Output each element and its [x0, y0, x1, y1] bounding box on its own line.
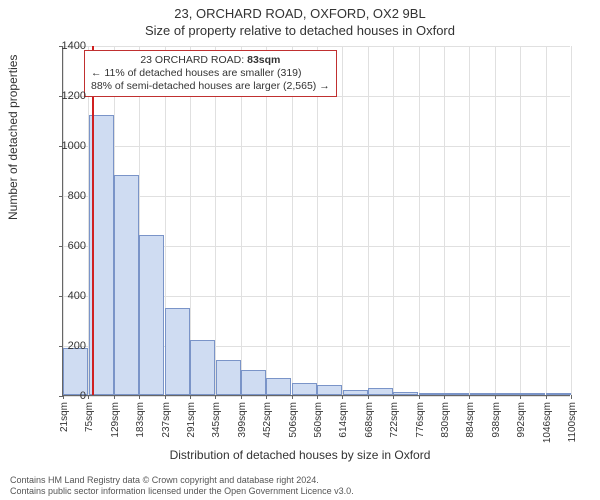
footer-line2: Contains public sector information licen… [10, 486, 354, 497]
xtick-label: 21sqm [59, 402, 70, 432]
gridline-v [520, 46, 521, 395]
histogram-bar [419, 393, 444, 395]
ytick-label: 1400 [46, 40, 86, 52]
histogram-bar [114, 175, 139, 395]
xtick-mark [114, 395, 115, 399]
annotation-larger: 88% of semi-detached houses are larger (… [91, 80, 330, 93]
xtick-label: 399sqm [237, 402, 248, 438]
histogram-bar [216, 360, 241, 395]
xtick-mark [444, 395, 445, 399]
xtick-label: 452sqm [262, 402, 273, 438]
ytick-label: 200 [46, 340, 86, 352]
gridline-v [571, 46, 572, 395]
annotation-address: 23 ORCHARD ROAD: [140, 54, 247, 66]
chart-area: 23 ORCHARD ROAD: 83sqm ← 11% of detached… [62, 46, 570, 396]
xtick-mark [266, 395, 267, 399]
gridline-v [266, 46, 267, 395]
xtick-label: 992sqm [516, 402, 527, 438]
ytick-label: 600 [46, 240, 86, 252]
page-root: 23, ORCHARD ROAD, OXFORD, OX2 9BL Size o… [0, 0, 600, 500]
xtick-mark [469, 395, 470, 399]
histogram-bar [317, 385, 342, 395]
page-subtitle: Size of property relative to detached ho… [0, 21, 600, 38]
xtick-mark [165, 395, 166, 399]
ytick-label: 400 [46, 290, 86, 302]
xtick-label: 129sqm [110, 402, 121, 438]
xtick-label: 506sqm [288, 402, 299, 438]
plot-region [62, 46, 570, 396]
histogram-bar [368, 388, 393, 396]
histogram-bar [292, 383, 317, 396]
xtick-mark [317, 395, 318, 399]
annotation-smaller: ← 11% of detached houses are smaller (31… [91, 67, 330, 80]
xtick-label: 560sqm [313, 402, 324, 438]
ytick-label: 800 [46, 190, 86, 202]
xtick-mark [368, 395, 369, 399]
gridline-v [241, 46, 242, 395]
xtick-label: 884sqm [465, 402, 476, 438]
xtick-mark [419, 395, 420, 399]
histogram-bar [165, 308, 190, 396]
xtick-label: 614sqm [338, 402, 349, 438]
histogram-bar [266, 378, 291, 396]
xtick-label: 722sqm [389, 402, 400, 438]
xtick-mark [571, 395, 572, 399]
histogram-bar [393, 392, 418, 395]
xtick-label: 668sqm [364, 402, 375, 438]
xtick-label: 291sqm [186, 402, 197, 438]
xtick-label: 75sqm [84, 402, 95, 432]
ytick-label: 1200 [46, 90, 86, 102]
gridline-v [368, 46, 369, 395]
xtick-mark [190, 395, 191, 399]
xtick-label: 938sqm [491, 402, 502, 438]
annotation-box: 23 ORCHARD ROAD: 83sqm ← 11% of detached… [84, 50, 337, 97]
ytick-label: 0 [46, 390, 86, 402]
x-axis-label: Distribution of detached houses by size … [0, 448, 600, 462]
gridline-v [495, 46, 496, 395]
histogram-bar [495, 393, 520, 395]
y-axis-label: Number of detached properties [6, 55, 20, 220]
xtick-mark [393, 395, 394, 399]
gridline-v [444, 46, 445, 395]
histogram-bar [520, 393, 545, 395]
xtick-label: 1100sqm [567, 402, 578, 442]
xtick-mark [241, 395, 242, 399]
xtick-label: 830sqm [440, 402, 451, 438]
ytick-label: 1000 [46, 140, 86, 152]
xtick-label: 237sqm [161, 402, 172, 438]
histogram-bar [343, 390, 368, 395]
page-title-address: 23, ORCHARD ROAD, OXFORD, OX2 9BL [0, 0, 600, 21]
gridline-v [546, 46, 547, 395]
xtick-mark [342, 395, 343, 399]
gridline-v [419, 46, 420, 395]
xtick-label: 1046sqm [542, 402, 553, 443]
xtick-label: 345sqm [211, 402, 222, 438]
property-marker-line [92, 46, 94, 395]
gridline-v [393, 46, 394, 395]
gridline-v [469, 46, 470, 395]
histogram-bar [444, 393, 469, 395]
histogram-bar [139, 235, 164, 395]
xtick-mark [520, 395, 521, 399]
annotation-size: 83sqm [247, 54, 280, 66]
footer-attribution: Contains HM Land Registry data © Crown c… [10, 475, 354, 497]
histogram-bar [63, 348, 88, 396]
xtick-mark [546, 395, 547, 399]
histogram-bar [470, 393, 495, 395]
xtick-label: 183sqm [135, 402, 146, 438]
histogram-bar [241, 370, 266, 395]
histogram-bar [546, 393, 571, 395]
xtick-mark [292, 395, 293, 399]
xtick-mark [139, 395, 140, 399]
gridline-v [215, 46, 216, 395]
xtick-mark [215, 395, 216, 399]
gridline-v [292, 46, 293, 395]
xtick-mark [88, 395, 89, 399]
gridline-v [317, 46, 318, 395]
gridline-v [342, 46, 343, 395]
xtick-label: 776sqm [415, 402, 426, 438]
histogram-bar [190, 340, 215, 395]
footer-line1: Contains HM Land Registry data © Crown c… [10, 475, 354, 486]
xtick-mark [495, 395, 496, 399]
